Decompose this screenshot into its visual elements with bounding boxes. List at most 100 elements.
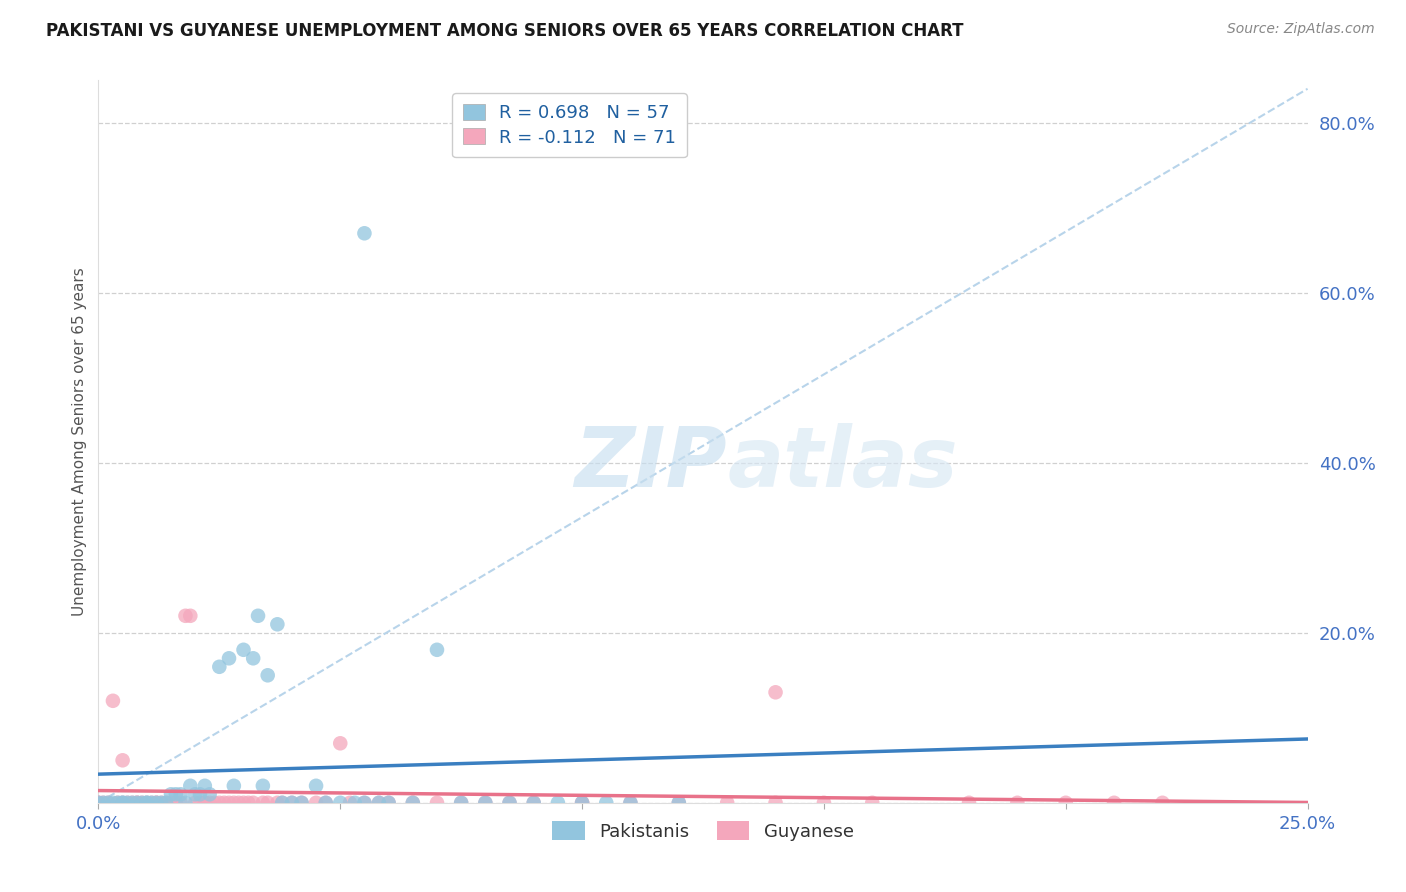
Point [179,779,201,793]
Y-axis label: Unemployment Among Seniors over 65 years: Unemployment Among Seniors over 65 years [72,268,87,615]
Point [208,796,231,810]
Point [184,787,207,801]
Point [1152,796,1174,810]
Point [111,753,134,767]
Point [165,796,187,810]
Point [571,796,593,810]
Point [188,787,211,801]
Point [145,796,167,810]
Point [228,796,250,810]
Point [127,796,149,810]
Point [315,796,337,810]
Point [426,642,449,657]
Point [135,796,157,810]
Point [498,796,520,810]
Point [145,796,167,810]
Point [281,796,304,810]
Point [101,796,124,810]
Point [188,796,211,810]
Point [121,796,143,810]
Point [281,796,304,810]
Point [150,796,173,810]
Point [474,796,496,810]
Point [165,787,187,801]
Point [329,736,352,750]
Point [141,796,163,810]
Legend: Pakistanis, Guyanese: Pakistanis, Guyanese [546,814,860,848]
Point [668,796,690,810]
Point [222,779,245,793]
Point [131,796,153,810]
Point [238,796,260,810]
Point [135,796,157,810]
Point [111,796,134,810]
Point [135,796,157,810]
Point [169,787,191,801]
Point [204,796,226,810]
Point [368,796,391,810]
Point [1102,796,1125,810]
Point [266,617,288,632]
Point [194,796,217,810]
Point [957,796,980,810]
Point [813,796,835,810]
Point [87,796,110,810]
Point [252,779,274,793]
Point [131,796,153,810]
Point [222,796,245,810]
Point [194,779,217,793]
Point [353,796,375,810]
Point [290,796,312,810]
Point [402,796,425,810]
Point [571,796,593,810]
Text: ZIP: ZIP [575,423,727,504]
Point [198,796,221,810]
Point [111,796,134,810]
Point [127,796,149,810]
Point [155,796,177,810]
Point [571,796,593,810]
Point [339,796,361,810]
Point [290,796,312,810]
Point [160,796,183,810]
Point [266,796,288,810]
Point [127,796,149,810]
Point [198,787,221,801]
Point [107,796,129,810]
Point [498,796,520,810]
Point [426,796,449,810]
Point [716,796,738,810]
Point [329,796,352,810]
Text: PAKISTANI VS GUYANESE UNEMPLOYMENT AMONG SENIORS OVER 65 YEARS CORRELATION CHART: PAKISTANI VS GUYANESE UNEMPLOYMENT AMONG… [46,22,965,40]
Point [402,796,425,810]
Point [256,668,278,682]
Point [271,796,294,810]
Point [252,796,274,810]
Point [450,796,472,810]
Point [145,796,167,810]
Point [1007,796,1029,810]
Point [523,796,546,810]
Point [174,608,197,623]
Point [218,651,240,665]
Point [377,796,399,810]
Point [242,651,264,665]
Point [169,796,191,810]
Point [247,608,270,623]
Point [111,796,134,810]
Point [305,796,328,810]
Point [353,227,375,241]
Point [368,796,391,810]
Point [194,796,217,810]
Point [179,608,201,623]
Point [547,796,569,810]
Point [150,796,173,810]
Point [450,796,472,810]
Point [160,787,183,801]
Point [141,796,163,810]
Point [155,796,177,810]
Point [91,796,114,810]
Point [315,796,337,810]
Point [97,796,120,810]
Point [87,796,110,810]
